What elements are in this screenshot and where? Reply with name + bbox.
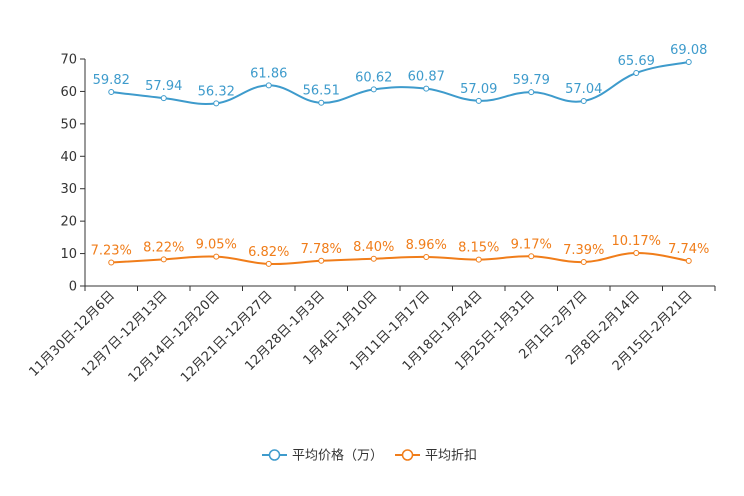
data-point[interactable] <box>423 253 430 260</box>
data-label: 9.17% <box>511 237 552 252</box>
legend-item-2[interactable]: 平均折扣 <box>395 449 477 464</box>
series-line <box>111 61 689 105</box>
data-point[interactable] <box>160 95 167 102</box>
y-tick-label: 10 <box>60 247 77 262</box>
data-point[interactable] <box>685 257 692 264</box>
data-point[interactable] <box>265 82 272 89</box>
data-label: 6.82% <box>248 245 289 260</box>
data-point[interactable] <box>213 253 220 260</box>
y-tick-label: 70 <box>60 53 77 68</box>
data-point[interactable] <box>685 58 692 65</box>
data-point[interactable] <box>370 86 377 93</box>
y-tick-label: 50 <box>60 117 77 132</box>
legend: 平均价格（万） 平均折扣 <box>262 448 477 464</box>
data-point[interactable] <box>160 256 167 263</box>
data-label: 7.74% <box>668 242 709 257</box>
y-tick-label: 60 <box>60 85 77 100</box>
x-tick-label: 11月30日-12月6日 <box>26 288 118 380</box>
legend-label: 平均折扣 <box>425 449 477 464</box>
data-label: 9.05% <box>196 238 237 253</box>
legend-item-1[interactable]: 平均价格（万） <box>262 448 383 464</box>
data-point[interactable] <box>528 89 535 96</box>
data-point[interactable] <box>108 259 115 266</box>
data-label: 61.86 <box>250 66 287 81</box>
data-label: 8.96% <box>406 238 447 253</box>
x-tick-label: 12月14日-12月20日 <box>126 288 223 385</box>
x-tick-label: 12月21日-12月27日 <box>178 288 275 385</box>
data-point[interactable] <box>633 250 640 257</box>
data-label: 8.22% <box>143 240 184 255</box>
axes: 01020304050607011月30日-12月6日12月7日-12月13日1… <box>26 53 716 386</box>
data-label: 69.08 <box>670 43 707 58</box>
data-point[interactable] <box>580 98 587 105</box>
data-label: 8.40% <box>353 240 394 255</box>
data-point[interactable] <box>528 253 535 260</box>
data-point[interactable] <box>475 97 482 104</box>
y-tick-label: 0 <box>69 280 77 295</box>
data-label: 8.15% <box>458 241 499 256</box>
data-label: 56.32 <box>198 84 235 99</box>
y-tick-label: 20 <box>60 215 77 230</box>
data-point[interactable] <box>423 85 430 92</box>
data-label: 57.94 <box>145 79 182 94</box>
data-label: 10.17% <box>611 234 661 249</box>
data-label: 60.62 <box>355 70 392 85</box>
data-point[interactable] <box>633 69 640 76</box>
series-layer: 59.82 57.94 56.32 61.86 56.51 60.62 60.87 57.09… <box>91 43 709 267</box>
data-label: 59.79 <box>513 73 550 88</box>
legend-marker-icon <box>268 449 281 461</box>
data-point[interactable] <box>370 255 377 262</box>
data-label: 57.04 <box>565 82 602 97</box>
data-point[interactable] <box>475 256 482 263</box>
legend-marker-icon <box>401 449 414 461</box>
data-label: 59.82 <box>93 73 130 88</box>
data-label: 7.39% <box>563 243 604 258</box>
series-1: 59.82 57.94 56.32 61.86 56.51 60.62 60.87 57.09… <box>93 43 707 107</box>
data-point[interactable] <box>213 100 220 107</box>
data-label: 7.23% <box>91 244 132 259</box>
data-label: 60.87 <box>408 70 445 85</box>
series-2: 7.23% 8.22% 9.05% 6.82% 7.78% 8.40% 8.96% 8.15%… <box>91 234 709 267</box>
y-tick-label: 40 <box>60 150 77 165</box>
series-line <box>111 252 689 266</box>
data-label: 57.09 <box>460 82 497 97</box>
data-label: 7.78% <box>301 242 342 257</box>
data-point[interactable] <box>580 259 587 266</box>
data-label: 56.51 <box>303 84 340 99</box>
data-point[interactable] <box>265 260 272 267</box>
y-tick-label: 30 <box>60 182 77 197</box>
legend-label: 平均价格（万） <box>292 448 383 464</box>
data-point[interactable] <box>108 89 115 96</box>
data-point[interactable] <box>318 99 325 106</box>
data-label: 65.69 <box>618 54 655 69</box>
data-point[interactable] <box>318 257 325 264</box>
